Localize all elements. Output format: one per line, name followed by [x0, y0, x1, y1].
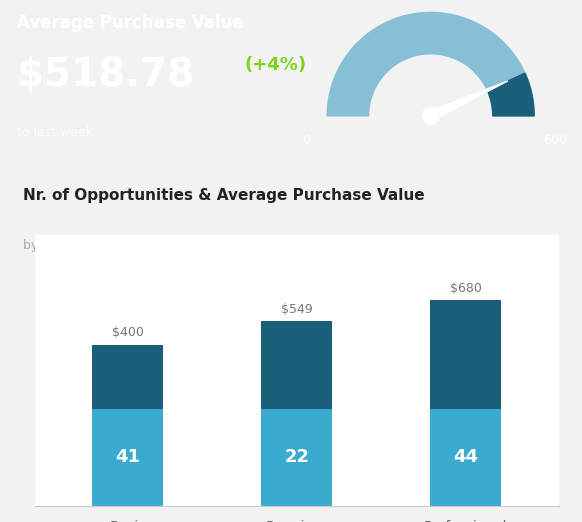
- Polygon shape: [429, 81, 508, 120]
- Text: $549: $549: [281, 303, 313, 316]
- Bar: [93, 345, 164, 409]
- Text: $518.78: $518.78: [17, 56, 194, 94]
- Text: 44: 44: [453, 448, 478, 467]
- Text: 22: 22: [285, 448, 309, 467]
- Text: to last week: to last week: [17, 126, 94, 139]
- Bar: [93, 409, 164, 506]
- Bar: [261, 409, 332, 506]
- Bar: [261, 321, 332, 409]
- Text: 0: 0: [303, 135, 311, 148]
- Bar: [430, 300, 501, 409]
- Polygon shape: [487, 73, 534, 116]
- Text: Nr. of Opportunities & Average Purchase Value: Nr. of Opportunities & Average Purchase …: [23, 188, 425, 203]
- Text: (+4%): (+4%): [244, 56, 307, 74]
- Text: $680: $680: [450, 282, 482, 295]
- Text: by package: by package: [23, 240, 95, 253]
- Text: 600: 600: [543, 135, 567, 148]
- Text: 41: 41: [115, 448, 140, 467]
- Text: Average Purchase Value: Average Purchase Value: [17, 14, 244, 32]
- Circle shape: [423, 108, 439, 124]
- Bar: [430, 409, 501, 506]
- Text: $400: $400: [112, 326, 144, 339]
- Polygon shape: [327, 13, 534, 116]
